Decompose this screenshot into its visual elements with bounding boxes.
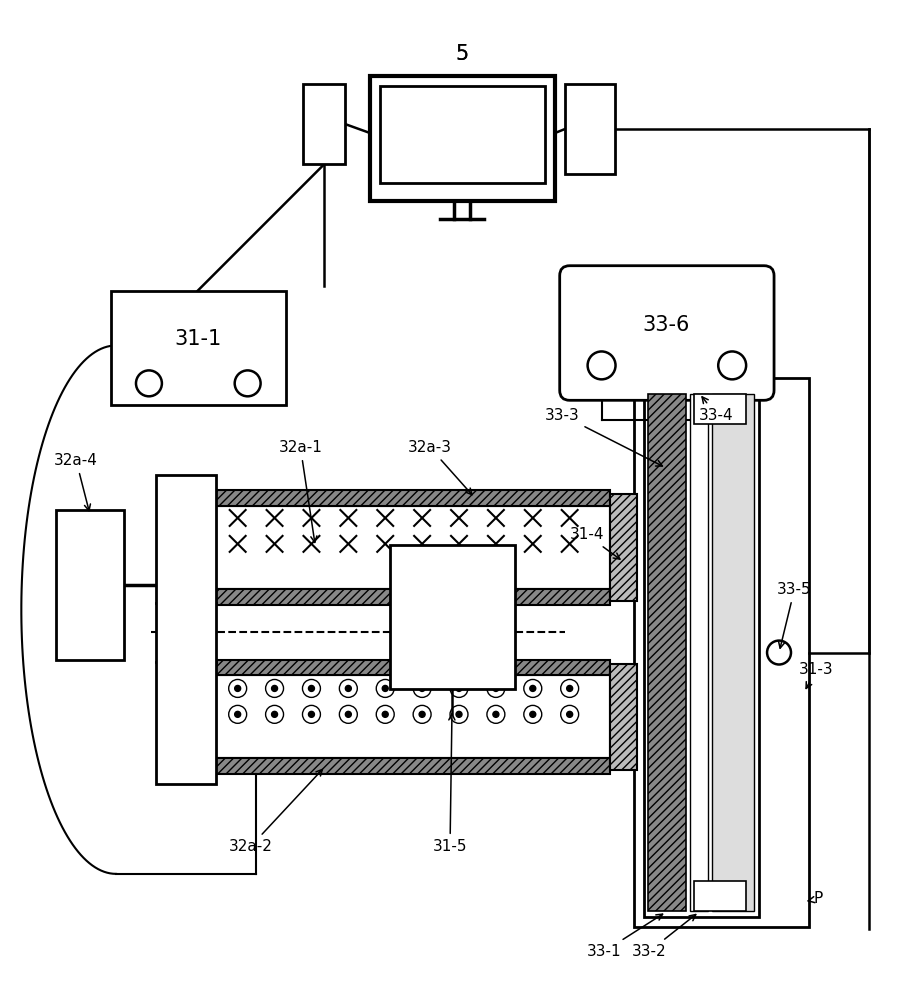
Bar [155,475,215,784]
Circle shape [456,711,461,717]
Bar [609,494,637,601]
Text: 33-2: 33-2 [631,915,695,959]
Circle shape [271,685,278,691]
Circle shape [529,685,535,691]
Text: P: P [807,891,823,906]
Circle shape [308,711,314,717]
Bar [643,388,758,917]
Circle shape [381,685,388,691]
Bar [694,394,745,424]
Text: 32a-4: 32a-4 [54,453,98,511]
Circle shape [308,685,314,691]
Bar [609,664,637,770]
Circle shape [419,685,425,691]
Bar [694,881,745,911]
Circle shape [271,711,278,717]
Text: 31-5: 31-5 [432,714,467,854]
Circle shape [529,711,535,717]
Text: 33-4: 33-4 [698,397,733,423]
Circle shape [234,711,241,717]
Text: 33-3: 33-3 [544,408,662,466]
Text: 31-1: 31-1 [174,329,221,349]
Text: 5: 5 [455,44,468,64]
Bar [215,675,609,758]
Text: 33-5: 33-5 [777,582,811,648]
Text: 33-1: 33-1 [586,914,662,959]
Circle shape [493,711,498,717]
Bar [648,394,686,911]
Circle shape [493,685,498,691]
Circle shape [566,711,572,717]
Text: 32a-3: 32a-3 [408,440,471,495]
Circle shape [419,711,425,717]
Text: 33-6: 33-6 [642,315,689,335]
Bar [564,84,614,174]
Bar [215,490,609,506]
Bar [390,545,515,689]
Circle shape [456,685,461,691]
Bar [215,660,609,675]
Text: 31-3: 31-3 [798,662,833,688]
Text: 31-4: 31-4 [569,527,619,559]
Bar [634,378,808,927]
Bar [215,589,609,605]
Bar [56,510,124,660]
Bar [369,76,554,201]
Circle shape [345,685,351,691]
Bar [215,506,609,589]
Circle shape [566,685,572,691]
Bar [711,394,754,911]
Circle shape [345,711,351,717]
Bar [303,84,345,164]
Bar [111,291,285,405]
Text: 5: 5 [455,44,468,64]
Circle shape [234,685,241,691]
Text: 32a-1: 32a-1 [278,440,322,542]
FancyBboxPatch shape [559,266,773,400]
Bar [380,86,544,183]
Bar [689,394,708,911]
Bar [215,758,609,774]
Circle shape [381,711,388,717]
Text: 32a-2: 32a-2 [229,769,322,854]
